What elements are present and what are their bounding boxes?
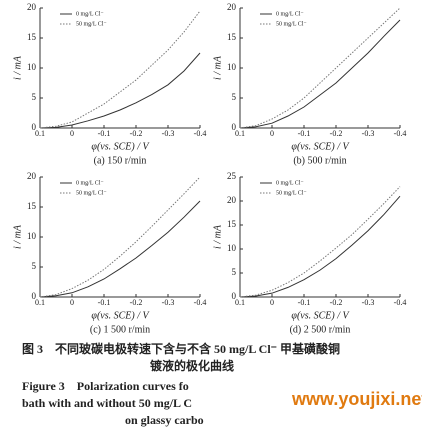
x-axis-label: φ(vs. SCE) / V (91, 141, 150, 152)
y-tick-label: 5 (232, 267, 237, 277)
legend-label: 50 mg/L Cl⁻ (276, 190, 307, 196)
x-tick-label: -0.4 (394, 298, 407, 307)
panel-label: (d) 2 500 r/min (290, 324, 351, 335)
y-tick-label: 15 (27, 201, 37, 211)
x-tick-label: 0.1 (235, 298, 245, 307)
legend-label: 0 mg/L Cl⁻ (76, 180, 104, 186)
data-line (239, 7, 401, 129)
x-tick-label: -0.1 (298, 129, 311, 138)
x-tick-label: -0.2 (330, 298, 343, 307)
y-tick-label: 5 (232, 92, 237, 102)
y-tick-label: 0 (32, 291, 37, 301)
y-axis-label: i / mA (12, 224, 23, 249)
x-tick-label: 0.1 (35, 129, 45, 138)
legend-label: 0 mg/L Cl⁻ (76, 11, 104, 17)
legend-label: 50 mg/L Cl⁻ (76, 190, 107, 196)
caption-en: on glassy carbo (125, 413, 204, 427)
x-tick-label: -0.2 (130, 129, 143, 138)
legend-label: 50 mg/L Cl⁻ (276, 21, 307, 27)
legend-label: 0 mg/L Cl⁻ (276, 180, 304, 186)
caption-cn: 图 3 不同玻碳电极转速下含与不含 50 mg/L Cl⁻ 甲基磺酸铜 (22, 341, 340, 356)
y-tick-label: 0 (232, 122, 237, 132)
caption-cn: 镀液的极化曲线 (150, 358, 234, 373)
legend-label: 0 mg/L Cl⁻ (276, 11, 304, 17)
x-tick-label: 0.1 (235, 129, 245, 138)
data-line (39, 52, 201, 129)
y-axis-label: i / mA (212, 224, 223, 249)
x-tick-label: 0 (270, 298, 274, 307)
x-tick-label: -0.3 (162, 129, 175, 138)
x-tick-label: -0.1 (98, 298, 111, 307)
x-tick-label: -0.1 (298, 298, 311, 307)
x-tick-label: 0 (270, 129, 274, 138)
x-axis-label: φ(vs. SCE) / V (91, 310, 150, 321)
y-tick-label: 10 (227, 62, 237, 72)
panel-label: (a) 150 r/min (94, 155, 147, 166)
y-tick-label: 15 (227, 219, 237, 229)
y-tick-label: 10 (227, 243, 237, 253)
x-tick-label: 0 (70, 129, 74, 138)
x-tick-label: -0.4 (194, 298, 207, 307)
x-tick-label: -0.4 (394, 129, 407, 138)
x-tick-label: -0.4 (194, 129, 207, 138)
y-axis-label: i / mA (12, 55, 23, 80)
x-tick-label: -0.3 (162, 298, 175, 307)
y-tick-label: 15 (27, 32, 37, 42)
y-tick-label: 5 (32, 92, 37, 102)
x-tick-label: -0.3 (362, 298, 375, 307)
panel-label: (b) 500 r/min (293, 155, 346, 166)
y-axis-label: i / mA (212, 55, 223, 80)
x-axis-label: φ(vs. SCE) / V (291, 310, 350, 321)
caption-en: bath with and without 50 mg/L C (22, 396, 192, 410)
data-line (39, 200, 201, 298)
data-line (239, 195, 401, 298)
x-tick-label: 0 (70, 298, 74, 307)
y-tick-label: 20 (27, 2, 37, 12)
y-tick-label: 15 (227, 32, 237, 42)
x-axis-label: φ(vs. SCE) / V (291, 141, 350, 152)
data-line (39, 10, 201, 129)
y-tick-label: 10 (27, 62, 37, 72)
data-line (239, 19, 401, 129)
panel-label: (c) 1 500 r/min (90, 324, 150, 335)
x-tick-label: 0.1 (35, 298, 45, 307)
legend-label: 50 mg/L Cl⁻ (76, 21, 107, 27)
watermark: www.youjixi.net (291, 389, 422, 409)
y-tick-label: 10 (27, 231, 37, 241)
y-tick-label: 20 (27, 171, 37, 181)
x-tick-label: -0.2 (130, 298, 143, 307)
x-tick-label: -0.1 (98, 129, 111, 138)
y-tick-label: 0 (232, 291, 237, 301)
y-tick-label: 25 (227, 171, 237, 181)
data-line (239, 186, 401, 298)
y-tick-label: 20 (227, 195, 237, 205)
caption-en: Figure 3 Polarization curves fo (22, 379, 189, 393)
data-line (39, 176, 201, 298)
y-tick-label: 0 (32, 122, 37, 132)
x-tick-label: -0.2 (330, 129, 343, 138)
y-tick-label: 5 (32, 261, 37, 271)
x-tick-label: -0.3 (362, 129, 375, 138)
y-tick-label: 20 (227, 2, 237, 12)
